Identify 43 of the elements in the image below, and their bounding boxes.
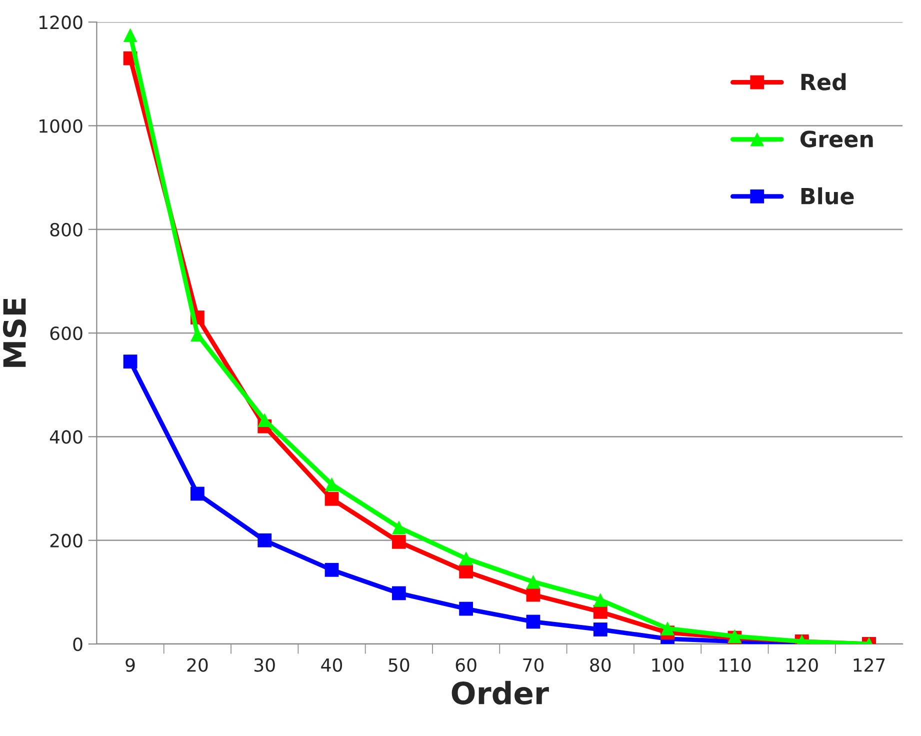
x-tick-label: 80	[590, 658, 611, 672]
point	[526, 614, 540, 629]
point	[459, 564, 474, 578]
point	[392, 586, 406, 600]
point	[190, 486, 204, 501]
y-tick-label: 200	[50, 534, 82, 548]
point	[459, 552, 474, 566]
point	[593, 593, 608, 607]
x-tick-label: 110	[719, 658, 751, 672]
y-tick-label: 800	[50, 222, 82, 237]
point	[324, 562, 339, 577]
legend-label: Blue	[801, 187, 854, 204]
x-tick-label: 120	[786, 658, 818, 672]
x-tick-label: 20	[187, 658, 208, 672]
point	[593, 622, 608, 636]
legend-label: Green	[800, 130, 873, 148]
y-tick-label: 600	[50, 326, 82, 340]
point	[123, 354, 138, 368]
x-axis-title: Order	[452, 680, 549, 705]
point	[392, 520, 406, 534]
x-tick-label: 50	[388, 658, 410, 672]
x-tick-label: 60	[456, 658, 476, 672]
x-tick-label: 100	[652, 658, 684, 672]
point	[392, 534, 406, 549]
point	[324, 477, 339, 492]
y-axis-title: MSE	[2, 298, 26, 367]
x-tick-label: 30	[254, 658, 275, 672]
point	[459, 602, 474, 616]
y-tick-label: 1000	[40, 119, 82, 133]
x-tick-label: 9	[126, 658, 135, 672]
point	[258, 533, 272, 548]
y-tick-label: 1200	[40, 16, 82, 30]
x-tick-label: 70	[523, 658, 544, 672]
point	[660, 622, 674, 636]
legend-label: Red	[801, 73, 846, 90]
point	[123, 28, 138, 42]
point	[190, 328, 204, 342]
point	[324, 492, 339, 506]
x-tick-label: 40	[321, 658, 342, 672]
y-tick-label: 400	[50, 430, 82, 444]
x-tick-label: 127	[854, 658, 885, 672]
y-tick-label: 0	[73, 637, 82, 652]
point	[526, 574, 540, 589]
